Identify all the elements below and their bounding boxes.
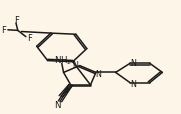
Text: N: N [72,60,78,69]
Text: N: N [130,58,136,67]
Text: N: N [54,100,60,109]
Text: N: N [130,79,136,88]
Text: NH$_2$: NH$_2$ [54,54,72,67]
Text: F: F [1,26,6,35]
Text: F: F [14,16,19,25]
Text: N: N [96,69,102,78]
Text: F: F [27,34,32,43]
